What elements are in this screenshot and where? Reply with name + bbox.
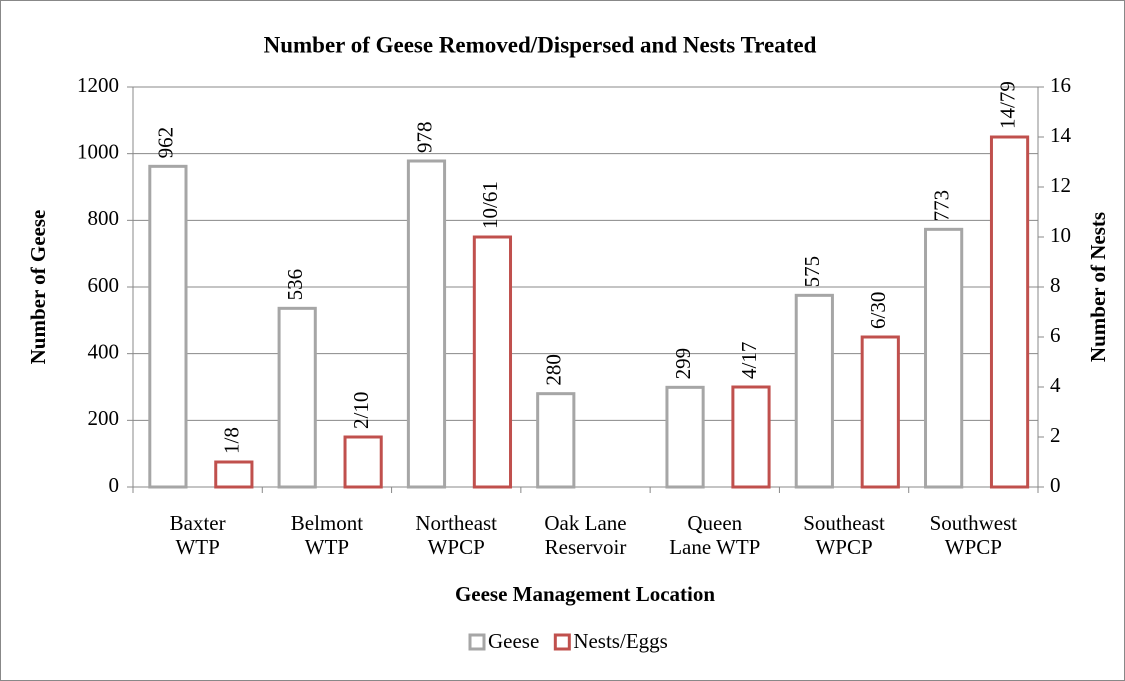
chart: Number of Geese Removed/Dispersed and Ne…: [0, 0, 1125, 681]
legend-swatch: [555, 635, 569, 649]
y-tick-label: 600: [88, 273, 120, 297]
data-label: 2/10: [349, 392, 373, 429]
y2-tick-label: 14: [1050, 123, 1072, 147]
bar: [474, 237, 510, 487]
y2-axis-title: Number of Nests: [1086, 212, 1110, 362]
data-label: 575: [800, 256, 824, 288]
y-axis-title: Number of Geese: [26, 210, 50, 365]
data-label: 978: [412, 122, 436, 154]
legend-label: Nests/Eggs: [573, 629, 668, 653]
y2-tick-label: 6: [1050, 323, 1061, 347]
bar: [733, 387, 769, 487]
data-label: 14/79: [995, 81, 1019, 129]
y2-tick-label: 12: [1050, 173, 1071, 197]
bar: [862, 337, 898, 487]
bar: [150, 166, 186, 487]
chart-title: Number of Geese Removed/Dispersed and Ne…: [264, 32, 817, 57]
data-label: 962: [154, 127, 178, 159]
bar: [345, 437, 381, 487]
y-tick-label: 400: [88, 339, 120, 363]
bar: [991, 137, 1027, 487]
bar: [667, 387, 703, 487]
x-axis-title: Geese Management Location: [455, 582, 715, 606]
y-tick-label: 200: [88, 406, 120, 430]
data-label: 773: [929, 190, 953, 222]
y2-tick-label: 2: [1050, 423, 1061, 447]
data-label: 6/30: [866, 292, 890, 329]
data-label: 10/61: [478, 181, 502, 229]
bar: [538, 394, 574, 487]
legend-label: Geese: [488, 629, 539, 653]
y2-tick-label: 10: [1050, 223, 1071, 247]
data-label: 1/8: [220, 427, 244, 454]
y-tick-label: 1200: [77, 73, 119, 97]
bar: [279, 308, 315, 487]
data-label: 536: [283, 269, 307, 301]
y-tick-label: 800: [88, 206, 120, 230]
y2-tick-label: 4: [1050, 373, 1061, 397]
bar: [216, 462, 252, 487]
bar: [408, 161, 444, 487]
bar: [796, 295, 832, 487]
y2-tick-label: 0: [1050, 473, 1061, 497]
data-label: 299: [671, 348, 695, 380]
y2-tick-label: 16: [1050, 73, 1071, 97]
data-label: 4/17: [737, 342, 761, 379]
legend-swatch: [470, 635, 484, 649]
y2-tick-label: 8: [1050, 273, 1061, 297]
y-tick-label: 1000: [77, 139, 119, 163]
bar: [926, 229, 962, 487]
y-tick-label: 0: [109, 473, 120, 497]
data-label: 280: [542, 354, 566, 386]
